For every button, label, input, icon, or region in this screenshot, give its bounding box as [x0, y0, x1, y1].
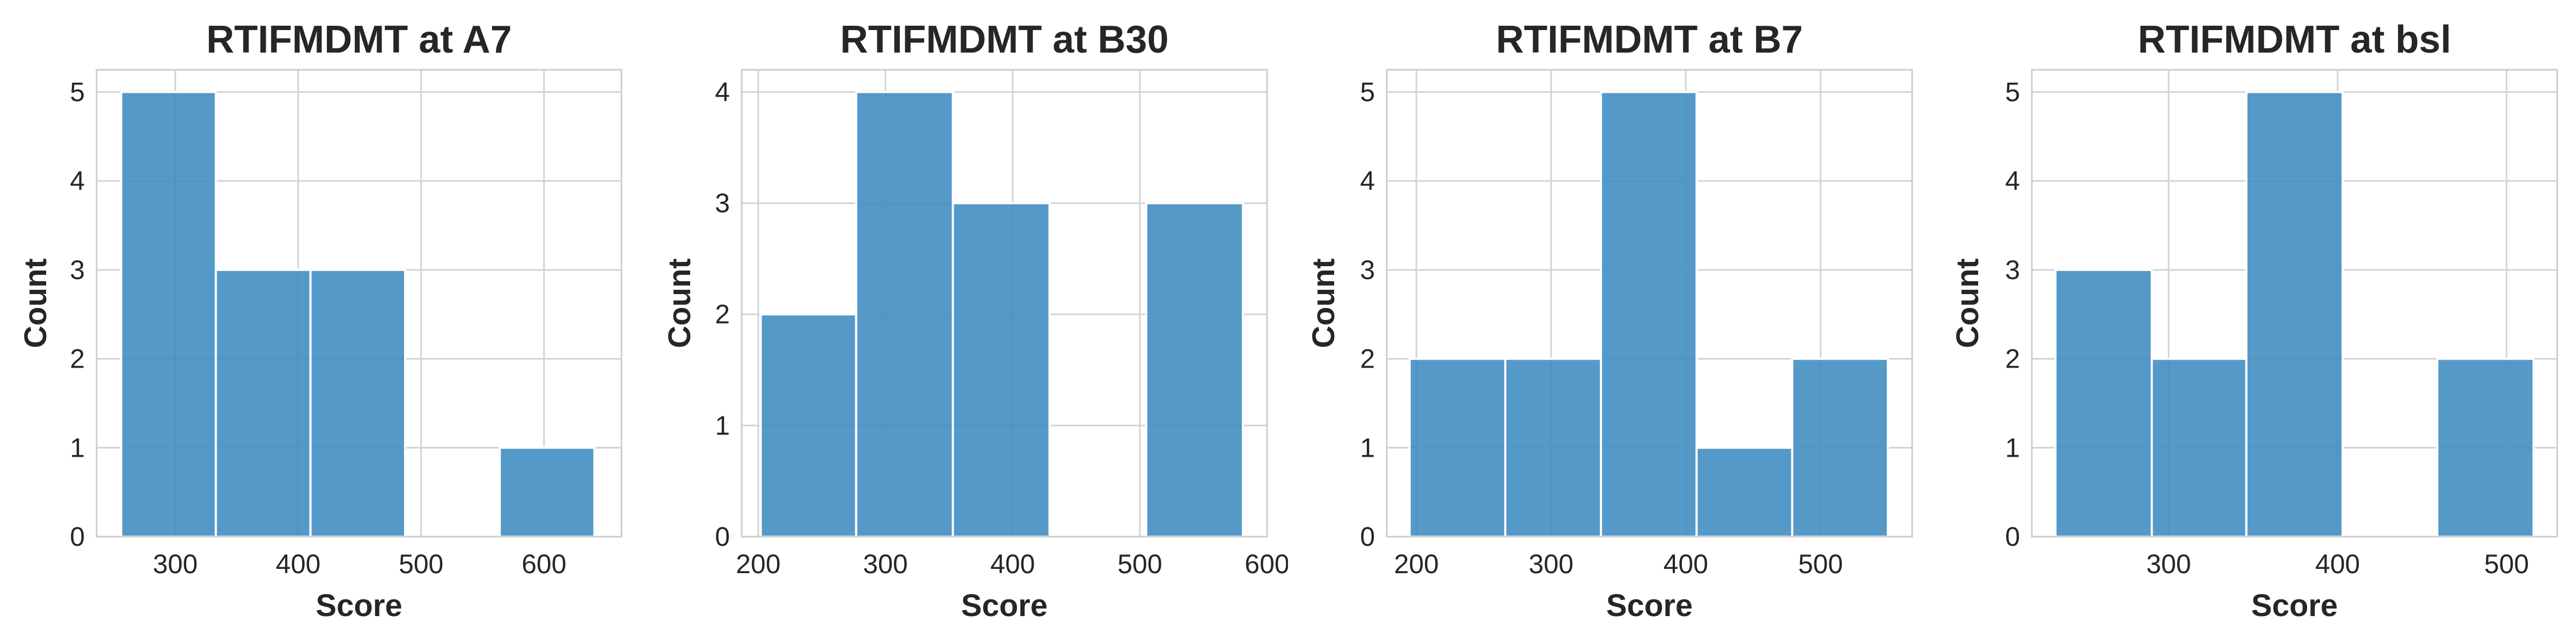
y-tick-label: 0	[715, 522, 730, 552]
histogram-bar-2	[855, 91, 954, 538]
histogram-bar-4	[1695, 447, 1794, 538]
y-tick-label: 3	[715, 188, 730, 218]
y-tick-label: 0	[70, 522, 85, 552]
histogram-bar-3	[1600, 91, 1698, 538]
y-tick-label: 3	[1360, 255, 1375, 285]
histogram-bar-2	[1504, 357, 1602, 538]
histogram-bar-5	[2436, 357, 2535, 538]
histogram-bar-2	[2150, 357, 2248, 538]
y-tick-label: 2	[2005, 344, 2020, 374]
y-tick-label: 2	[1360, 344, 1375, 374]
x-tick-label: 300	[863, 549, 908, 579]
x-axis-label: Score	[316, 588, 402, 623]
x-axis-label: Score	[2251, 588, 2338, 623]
chart-title: RTIFMDMT at B30	[840, 18, 1169, 61]
axes-frame	[96, 69, 623, 538]
x-tick-label: 600	[522, 549, 566, 579]
y-axis-label: Count	[1950, 258, 1985, 348]
y-tick-label: 5	[2005, 77, 2020, 107]
x-tick-label: 300	[153, 549, 197, 579]
x-tick-label: 500	[2484, 549, 2529, 579]
x-tick-label: 200	[1394, 549, 1439, 579]
histogram-bar-2	[215, 268, 312, 538]
y-tick-label: 2	[70, 344, 85, 374]
x-tick-label: 500	[1798, 549, 1843, 579]
x-tick-label: 500	[1117, 549, 1162, 579]
histogram-bar-5	[1145, 202, 1244, 538]
y-axis-label: Count	[662, 258, 697, 348]
x-tick-label: 400	[1664, 549, 1708, 579]
x-tick-label: 300	[2146, 549, 2191, 579]
histogram-panel-1: 300 400 500 600 0 1 2 3 4 5 RTIFMDMT at A7 Score Cou…	[0, 0, 644, 644]
y-tick-label: 3	[70, 255, 85, 285]
x-tick-label: 200	[736, 549, 780, 579]
histogram-svg: 300 400 500 600 0 1 2 3 4 5 RTIFMDMT at A7 Score Cou…	[18, 18, 623, 623]
y-tick-label: 4	[2005, 166, 2020, 196]
x-axis-label: Score	[961, 588, 1048, 623]
chart-title: RTIFMDMT at bsl	[2138, 18, 2451, 61]
y-axis-label: Count	[1306, 258, 1341, 348]
y-tick-label: 5	[70, 77, 85, 107]
histogram-panel-3: 200 300 400 500 0 1 2 3 4 5 RTIFMDMT at B7 Score Cou…	[1288, 0, 1932, 644]
histogram-svg: 300 400 500 0 1 2 3 4 5 RTIFMDMT at bsl Score Count	[1950, 18, 2558, 623]
histogram-bar-3	[952, 202, 1051, 538]
histogram-svg: 200 300 400 500 0 1 2 3 4 5 RTIFMDMT at B7 Score Cou…	[1306, 18, 1913, 623]
y-tick-label: 0	[2005, 522, 2020, 552]
histogram-bar-3	[309, 268, 406, 538]
y-tick-label: 1	[1360, 433, 1375, 463]
chart-title: RTIFMDMT at A7	[206, 18, 511, 61]
y-tick-label: 4	[715, 77, 730, 107]
histogram-bar-1	[2054, 268, 2153, 538]
histogram-svg: 200 300 400 500 600 0 1 2 3 4 RTIFMDMT at B30 Score…	[662, 18, 1288, 623]
y-tick-label: 1	[715, 411, 730, 441]
x-tick-label: 400	[990, 549, 1035, 579]
histogram-bar-1	[759, 313, 858, 538]
y-tick-label: 1	[70, 433, 85, 463]
x-tick-label: 300	[1529, 549, 1574, 579]
histogram-panel-2: 200 300 400 500 600 0 1 2 3 4 RTIFMDMT at B30 Score…	[644, 0, 1288, 644]
y-tick-label: 4	[1360, 166, 1375, 196]
axes-frame	[741, 69, 1268, 538]
histogram-bar-5	[1791, 357, 1889, 538]
x-tick-label: 400	[2315, 549, 2360, 579]
axes-frame	[1386, 69, 1913, 538]
histogram-bar-1	[120, 91, 217, 538]
y-tick-label: 1	[2005, 433, 2020, 463]
y-tick-label: 4	[70, 166, 85, 196]
histogram-bar-3	[2245, 91, 2344, 538]
y-tick-label: 5	[1360, 77, 1375, 107]
y-axis-label: Count	[18, 258, 53, 348]
chart-title: RTIFMDMT at B7	[1496, 18, 1803, 61]
y-tick-label: 0	[1360, 522, 1375, 552]
x-tick-label: 500	[399, 549, 443, 579]
x-tick-label: 400	[276, 549, 320, 579]
histogram-panel-4: 300 400 500 0 1 2 3 4 5 RTIFMDMT at bsl Score Count	[1932, 0, 2576, 644]
y-tick-label: 2	[715, 299, 730, 330]
x-tick-label: 600	[1245, 549, 1288, 579]
y-tick-label: 3	[2005, 255, 2020, 285]
histogram-bar-1	[1408, 357, 1506, 538]
x-axis-label: Score	[1606, 588, 1693, 623]
histogram-bar-5	[499, 447, 596, 538]
axes-frame	[2031, 69, 2558, 538]
